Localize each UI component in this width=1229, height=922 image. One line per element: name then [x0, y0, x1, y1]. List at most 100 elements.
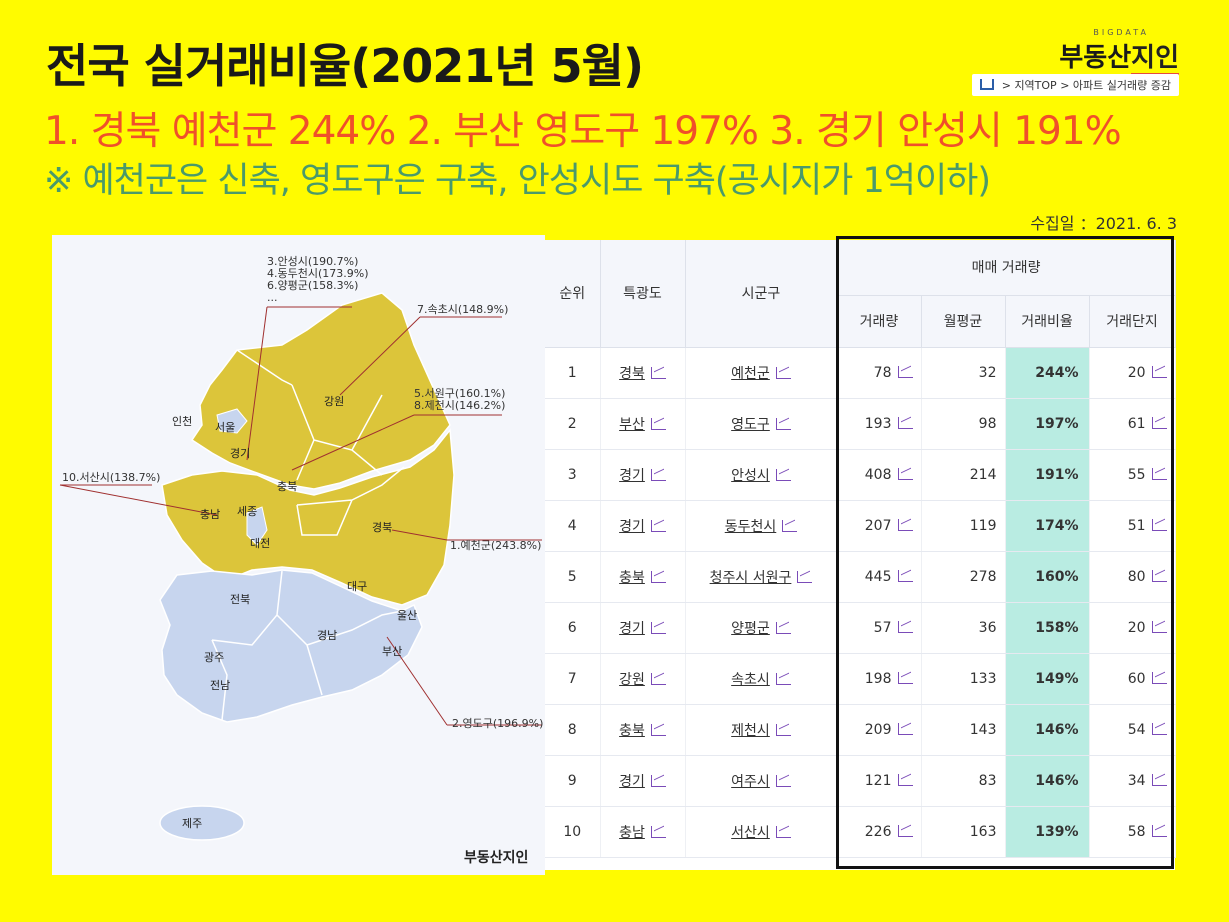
cell-volume[interactable]: 408 — [837, 449, 922, 501]
trend-chart-icon[interactable] — [1151, 773, 1167, 786]
trend-chart-icon[interactable] — [650, 774, 666, 787]
trend-chart-icon[interactable] — [1151, 620, 1167, 633]
trend-chart-icon[interactable] — [897, 620, 913, 633]
region-jeju[interactable] — [159, 805, 245, 841]
trend-chart-icon[interactable] — [897, 467, 913, 480]
trend-chart-icon[interactable] — [897, 773, 913, 786]
cell-province[interactable]: 충북 — [600, 704, 686, 756]
trend-chart-icon[interactable] — [897, 518, 913, 531]
cell-volume[interactable]: 57 — [837, 602, 922, 654]
trend-chart-icon[interactable] — [775, 825, 791, 838]
trend-chart-icon[interactable] — [1151, 824, 1167, 837]
trend-chart-icon[interactable] — [797, 570, 813, 583]
cell-complex[interactable]: 60 — [1089, 653, 1176, 705]
trend-chart-icon[interactable] — [650, 723, 666, 736]
cell-volume[interactable]: 121 — [837, 755, 922, 807]
trend-chart-icon[interactable] — [897, 569, 913, 582]
trend-chart-icon[interactable] — [650, 468, 666, 481]
cell-city[interactable]: 청주시 서원구 — [685, 551, 838, 603]
trend-chart-icon[interactable] — [650, 570, 666, 583]
city-link[interactable]: 동두천시 — [724, 518, 777, 535]
city-link[interactable]: 양평군 — [731, 620, 770, 637]
cell-province[interactable]: 경기 — [600, 602, 686, 654]
cell-province[interactable]: 부산 — [600, 398, 686, 450]
trend-chart-icon[interactable] — [775, 621, 791, 634]
province-link[interactable]: 경기 — [619, 467, 645, 484]
trend-chart-icon[interactable] — [782, 519, 798, 532]
province-link[interactable]: 강원 — [619, 671, 645, 688]
cell-volume[interactable]: 445 — [837, 551, 922, 603]
province-link[interactable]: 경기 — [619, 620, 645, 637]
trend-chart-icon[interactable] — [775, 417, 791, 430]
cell-volume[interactable]: 209 — [837, 704, 922, 756]
cell-complex[interactable]: 34 — [1089, 755, 1176, 807]
region-gyeonggi-area[interactable] — [190, 292, 451, 490]
city-link[interactable]: 안성시 — [731, 467, 770, 484]
cell-complex[interactable]: 20 — [1089, 602, 1176, 654]
cell-province[interactable]: 경기 — [600, 755, 686, 807]
cell-province[interactable]: 경북 — [600, 347, 686, 399]
city-link[interactable]: 제천시 — [731, 722, 770, 739]
cell-province[interactable]: 강원 — [600, 653, 686, 705]
cell-complex[interactable]: 55 — [1089, 449, 1176, 501]
trend-chart-icon[interactable] — [897, 722, 913, 735]
cell-complex[interactable]: 58 — [1089, 806, 1176, 858]
province-link[interactable]: 충남 — [619, 824, 645, 841]
trend-chart-icon[interactable] — [650, 621, 666, 634]
trend-chart-icon[interactable] — [897, 365, 913, 378]
cell-volume[interactable]: 226 — [837, 806, 922, 858]
trend-chart-icon[interactable] — [775, 672, 791, 685]
trend-chart-icon[interactable] — [775, 723, 791, 736]
trend-chart-icon[interactable] — [1151, 467, 1167, 480]
province-link[interactable]: 충북 — [619, 569, 645, 586]
province-link[interactable]: 충북 — [619, 722, 645, 739]
trend-chart-icon[interactable] — [775, 774, 791, 787]
province-link[interactable]: 경기 — [619, 773, 645, 790]
city-link[interactable]: 여주시 — [731, 773, 770, 790]
province-link[interactable]: 경기 — [619, 518, 645, 535]
trend-chart-icon[interactable] — [650, 672, 666, 685]
trend-chart-icon[interactable] — [1151, 416, 1167, 429]
cell-complex[interactable]: 61 — [1089, 398, 1176, 450]
city-link[interactable]: 속초시 — [731, 671, 770, 688]
cell-city[interactable]: 예천군 — [685, 347, 838, 399]
trend-chart-icon[interactable] — [775, 366, 791, 379]
cell-complex[interactable]: 51 — [1089, 500, 1176, 552]
cell-complex[interactable]: 80 — [1089, 551, 1176, 603]
city-link[interactable]: 영도구 — [731, 416, 770, 433]
cell-city[interactable]: 안성시 — [685, 449, 838, 501]
cell-city[interactable]: 속초시 — [685, 653, 838, 705]
trend-chart-icon[interactable] — [1151, 569, 1167, 582]
city-link[interactable]: 청주시 서원구 — [709, 569, 792, 586]
trend-chart-icon[interactable] — [650, 825, 666, 838]
trend-chart-icon[interactable] — [650, 417, 666, 430]
trend-chart-icon[interactable] — [1151, 722, 1167, 735]
cell-city[interactable]: 양평군 — [685, 602, 838, 654]
trend-chart-icon[interactable] — [897, 671, 913, 684]
trend-chart-icon[interactable] — [1151, 671, 1167, 684]
trend-chart-icon[interactable] — [897, 416, 913, 429]
cell-city[interactable]: 영도구 — [685, 398, 838, 450]
trend-chart-icon[interactable] — [1151, 518, 1167, 531]
cell-complex[interactable]: 54 — [1089, 704, 1176, 756]
trend-chart-icon[interactable] — [650, 519, 666, 532]
breadcrumb-apt-volume[interactable]: 아파트 실거래량 증감 — [1072, 79, 1171, 92]
city-link[interactable]: 서산시 — [731, 824, 770, 841]
cell-volume[interactable]: 207 — [837, 500, 922, 552]
cell-volume[interactable]: 78 — [837, 347, 922, 399]
cell-volume[interactable]: 193 — [837, 398, 922, 450]
province-link[interactable]: 경북 — [619, 365, 645, 382]
cell-city[interactable]: 제천시 — [685, 704, 838, 756]
trend-chart-icon[interactable] — [775, 468, 791, 481]
province-link[interactable]: 부산 — [619, 416, 645, 433]
cell-city[interactable]: 동두천시 — [685, 500, 838, 552]
breadcrumb-region-top[interactable]: 지역TOP — [1014, 79, 1057, 92]
cell-province[interactable]: 경기 — [600, 500, 686, 552]
cell-province[interactable]: 충북 — [600, 551, 686, 603]
cell-province[interactable]: 경기 — [600, 449, 686, 501]
cell-city[interactable]: 서산시 — [685, 806, 838, 858]
cell-province[interactable]: 충남 — [600, 806, 686, 858]
home-icon[interactable] — [980, 79, 995, 90]
city-link[interactable]: 예천군 — [731, 365, 770, 382]
trend-chart-icon[interactable] — [897, 824, 913, 837]
